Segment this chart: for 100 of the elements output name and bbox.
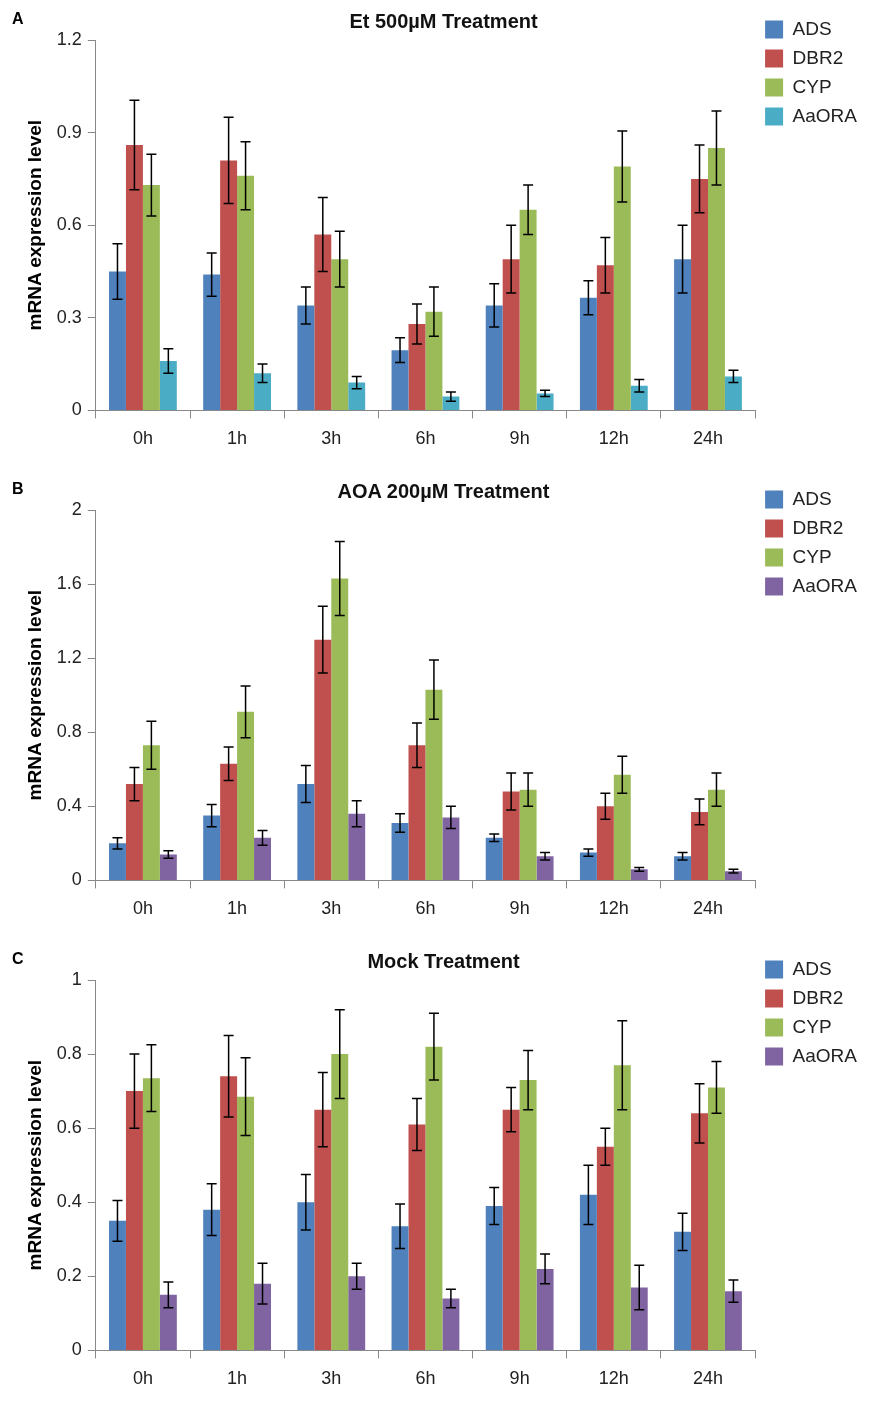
y-tick-label: 1.6: [56, 573, 82, 594]
bar: [125, 1091, 143, 1350]
bar: [254, 1283, 271, 1350]
y-tick-label: 0.2: [56, 1265, 82, 1286]
bar: [391, 822, 409, 880]
bar: [391, 1226, 409, 1350]
bar: [125, 144, 143, 410]
bar: [596, 806, 614, 880]
bar: [237, 711, 255, 880]
bar: [109, 843, 126, 880]
bar: [220, 160, 238, 410]
bar: [596, 265, 614, 410]
bar: [237, 1096, 255, 1350]
text: A: [12, 10, 24, 28]
bar: [674, 1231, 692, 1350]
bar: [536, 856, 554, 880]
legend-label: ADS: [792, 17, 832, 39]
bar: [314, 234, 332, 410]
y-axis-title: mRNA expression level: [23, 589, 45, 801]
x-tick-label: 0h: [132, 898, 153, 919]
legend-label: AaORA: [792, 1044, 858, 1066]
bar: [579, 297, 597, 410]
bar: [237, 175, 255, 410]
legend-label: CYP: [792, 1015, 832, 1037]
legend-label: DBR2: [792, 516, 844, 538]
y-tick-label: 0: [71, 869, 82, 890]
bar: [297, 784, 315, 880]
bar: [442, 1298, 460, 1350]
bar: [142, 185, 160, 410]
bar: [579, 1194, 597, 1350]
bar: [502, 259, 520, 410]
x-tick-label: 6h: [415, 1368, 436, 1389]
y-tick-label: 0: [71, 1339, 82, 1360]
chart-title: AOA 200µM Treatment: [337, 479, 550, 502]
chart-title: Et 500µM Treatment: [349, 9, 538, 32]
bar: [159, 854, 177, 880]
x-tick-label: 12h: [598, 1368, 629, 1389]
bar: [142, 745, 160, 880]
bar: [724, 1291, 742, 1350]
x-tick-label: 1h: [227, 1368, 248, 1389]
y-tick-label: 2: [71, 498, 82, 519]
bar: [724, 376, 742, 410]
bar: [691, 1113, 708, 1350]
chart-title: Mock Treatment: [367, 949, 520, 972]
legend-label: CYP: [792, 545, 832, 567]
y-axis-title: mRNA expression level: [23, 119, 45, 331]
bar: [519, 789, 537, 880]
y-tick-label: 0.6: [56, 1117, 82, 1138]
y-tick-label: 1.2: [56, 28, 82, 49]
bar: [220, 1076, 238, 1350]
bar: [708, 1087, 725, 1350]
bar: [142, 1078, 160, 1350]
legend-label: DBR2: [792, 986, 844, 1008]
x-tick-label: 3h: [321, 898, 342, 919]
bar: [708, 148, 725, 410]
bar: [314, 1109, 332, 1350]
bar: [331, 1054, 349, 1350]
bar: [425, 1046, 443, 1350]
bar: [536, 393, 554, 410]
x-tick-label: 24h: [692, 428, 724, 449]
legend-label: AaORA: [792, 574, 858, 596]
bar: [630, 385, 648, 410]
bar: [297, 305, 315, 410]
bar: [708, 789, 725, 880]
x-tick-label: 0h: [132, 1368, 153, 1389]
bar: [125, 784, 143, 880]
bar: [485, 305, 503, 410]
bar: [579, 852, 597, 880]
y-tick-label: 0.6: [56, 214, 82, 235]
y-tick-label: 0.8: [56, 721, 82, 742]
bar: [408, 745, 426, 880]
x-tick-label: 6h: [415, 898, 436, 919]
bar: [348, 382, 366, 410]
bar: [519, 209, 537, 410]
y-tick-label: 0.9: [56, 121, 82, 142]
y-tick-label: 0: [71, 399, 82, 420]
x-tick-label: 12h: [598, 898, 629, 919]
bar: [391, 350, 409, 410]
bar: [425, 311, 443, 410]
bar: [220, 763, 238, 880]
bar: [331, 259, 349, 410]
x-tick-label: 9h: [509, 898, 530, 919]
x-tick-label: 24h: [692, 1368, 724, 1389]
bar: [613, 166, 631, 410]
x-tick-label: 6h: [415, 428, 436, 449]
y-tick-label: 0.3: [56, 306, 82, 327]
x-tick-label: 12h: [598, 428, 629, 449]
text: C: [12, 950, 24, 968]
bar: [674, 259, 692, 410]
y-tick-label: 0.4: [56, 795, 82, 816]
x-tick-label: 0h: [132, 428, 153, 449]
bar: [425, 689, 443, 880]
y-tick-label: 0.4: [56, 1191, 82, 1212]
text: B: [12, 480, 24, 498]
bar: [691, 178, 708, 410]
bar: [348, 1276, 366, 1350]
x-tick-label: 24h: [692, 898, 724, 919]
bar: [502, 1109, 520, 1350]
bar: [254, 837, 271, 880]
bar: [297, 1202, 315, 1350]
